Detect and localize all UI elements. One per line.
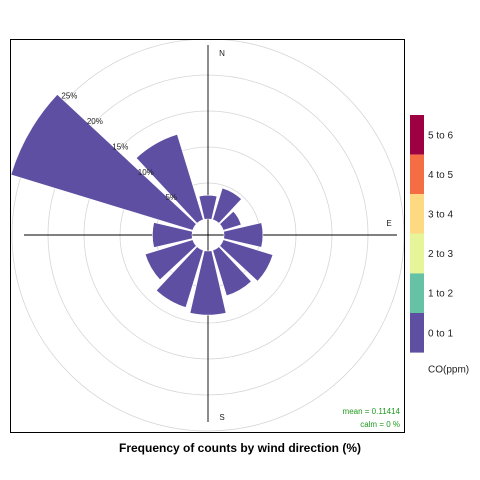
legend-label-3: 2 to 3 — [428, 249, 453, 260]
ring-label-15: 15% — [112, 142, 128, 151]
mean-stat: mean = 0.11414 — [342, 407, 400, 416]
legend-title: CO(ppm) — [428, 365, 469, 376]
legend-label-1: 4 to 5 — [428, 170, 453, 181]
legend-label-5: 0 to 1 — [428, 328, 453, 339]
legend-swatch-4 — [410, 273, 424, 313]
ring-label-25: 25% — [61, 91, 77, 100]
petal-150deg — [212, 246, 252, 297]
ring-label-10: 10% — [138, 168, 154, 177]
legend-label-4: 1 to 2 — [428, 289, 453, 300]
petal-300deg — [11, 94, 197, 231]
petal-330deg — [135, 133, 204, 224]
petal-210deg — [155, 246, 204, 308]
petal-90deg — [223, 222, 264, 248]
plot-frame — [10, 39, 405, 433]
petal-120deg — [219, 239, 274, 282]
calm-stat: calm = 0 % — [360, 420, 400, 429]
petal-180deg — [189, 250, 227, 316]
compass-north: N — [219, 49, 225, 58]
legend-swatch-1 — [410, 154, 424, 195]
ring-label-5: 5% — [165, 193, 177, 202]
petal-240deg — [144, 239, 197, 281]
petals — [11, 94, 274, 316]
legend-swatch-5 — [410, 313, 424, 353]
legend-swatch-2 — [410, 194, 424, 234]
grid-ring-25 — [11, 40, 404, 432]
petal-60deg — [219, 210, 242, 231]
legend-label-2: 3 to 4 — [428, 210, 453, 221]
legend-swatch-0 — [410, 115, 424, 155]
compass-labels: 5% 10% 15% 20% 25% N E S — [61, 49, 391, 422]
petal-30deg — [212, 187, 242, 224]
legend-label-0: 5 to 6 — [428, 130, 453, 141]
ring-label-20: 20% — [87, 117, 103, 126]
legend: 5 to 6 4 to 5 3 to 4 2 to 3 1 to 2 0 to 1 CO(p… — [410, 115, 469, 376]
legend-swatch-3 — [410, 233, 424, 274]
compass-axes — [24, 45, 397, 422]
petal-0deg — [198, 194, 218, 220]
compass-east: E — [386, 219, 391, 228]
compass-south: S — [219, 413, 224, 422]
chart-caption: Frequency of counts by wind direction (%… — [118, 441, 361, 455]
petal-270deg — [152, 222, 193, 248]
